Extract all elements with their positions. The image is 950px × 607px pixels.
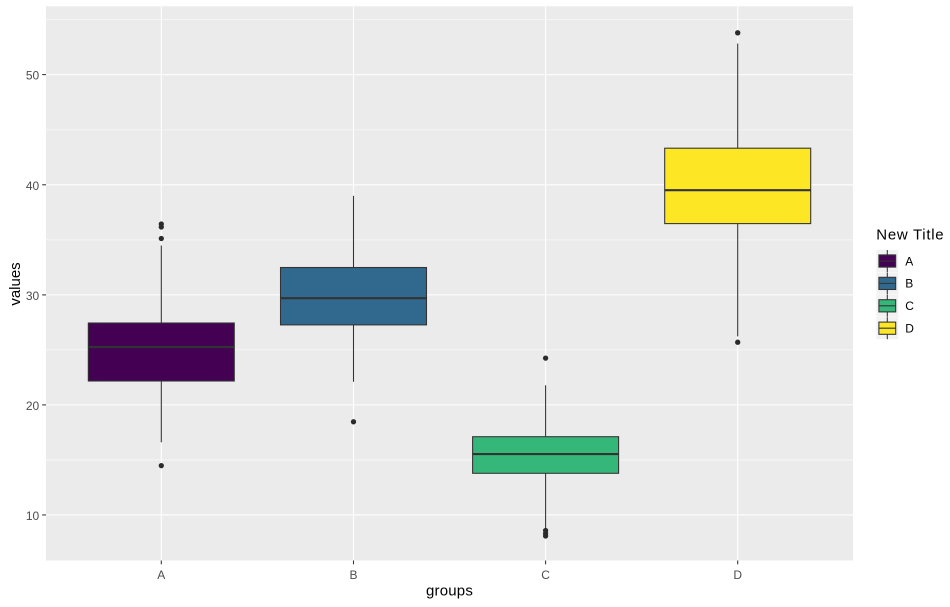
svg-text:10: 10: [26, 509, 40, 523]
svg-text:30: 30: [26, 289, 40, 303]
svg-text:D: D: [905, 322, 914, 336]
svg-text:50: 50: [26, 69, 40, 83]
svg-text:C: C: [541, 568, 550, 582]
svg-text:20: 20: [26, 399, 40, 413]
svg-text:values: values: [7, 262, 24, 305]
svg-text:A: A: [905, 254, 913, 268]
svg-text:B: B: [905, 277, 913, 291]
svg-text:New Title: New Title: [876, 227, 944, 244]
svg-text:C: C: [905, 299, 914, 313]
svg-text:B: B: [349, 568, 357, 582]
svg-text:A: A: [157, 568, 165, 582]
svg-text:groups: groups: [426, 583, 473, 600]
svg-text:D: D: [733, 568, 742, 582]
svg-text:40: 40: [26, 179, 40, 193]
